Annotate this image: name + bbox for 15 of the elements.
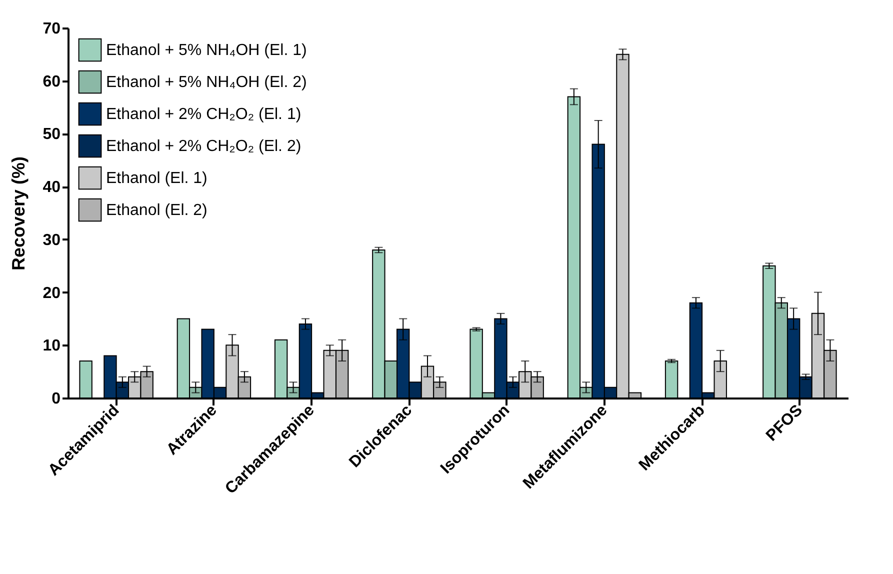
legend-label: Ethanol + 2% CH₂O₂ (El. 1) — [106, 106, 302, 123]
legend-label: Ethanol + 5% NH₄OH (El. 2) — [106, 74, 307, 91]
y-tick-label: 60 — [42, 73, 61, 90]
y-tick-label: 20 — [42, 284, 61, 302]
y-axis-title: Recovery (%) — [8, 156, 29, 271]
y-tick-label: 30 — [42, 232, 61, 249]
y-tick-label: 0 — [52, 390, 61, 408]
y-tick-label: 50 — [42, 126, 61, 144]
y-tick-label: 70 — [42, 20, 61, 38]
legend-label: Ethanol (El. 1) — [106, 170, 208, 187]
legend-label: Ethanol (El. 2) — [106, 202, 208, 219]
legend-label: Ethanol + 2% CH₂O₂ (El. 2) — [106, 138, 302, 155]
legend-label: Ethanol + 5% NH₄OH (El. 1) — [106, 42, 307, 59]
y-tick-label: 40 — [42, 179, 61, 196]
y-tick-label: 10 — [42, 338, 61, 355]
